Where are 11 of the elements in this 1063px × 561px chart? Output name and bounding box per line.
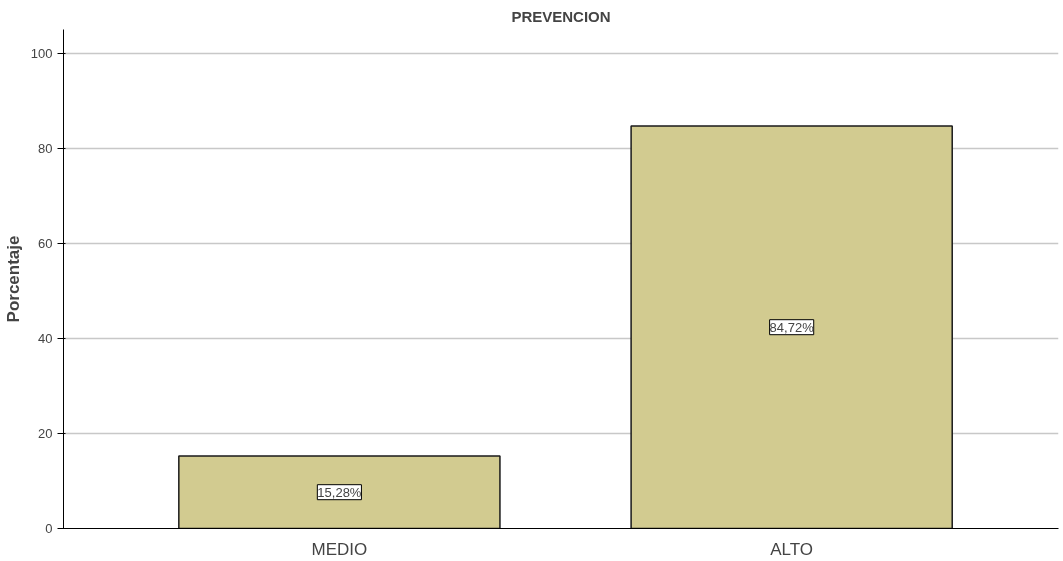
chart-title: PREVENCION (511, 7, 611, 25)
y-tick-label: 60 (38, 235, 53, 251)
y-tick-label: 40 (38, 330, 53, 346)
data-label: 15,28% (317, 484, 362, 500)
y-tick-label: 20 (38, 425, 53, 441)
x-tick-label: MEDIO (311, 539, 368, 559)
y-tick-label: 0 (45, 521, 53, 536)
y-axis-title: Porcentaje (3, 235, 23, 323)
y-tick-label: 100 (30, 45, 53, 61)
x-tick-label: ALTO (770, 539, 814, 559)
y-tick-label: 80 (38, 140, 53, 156)
